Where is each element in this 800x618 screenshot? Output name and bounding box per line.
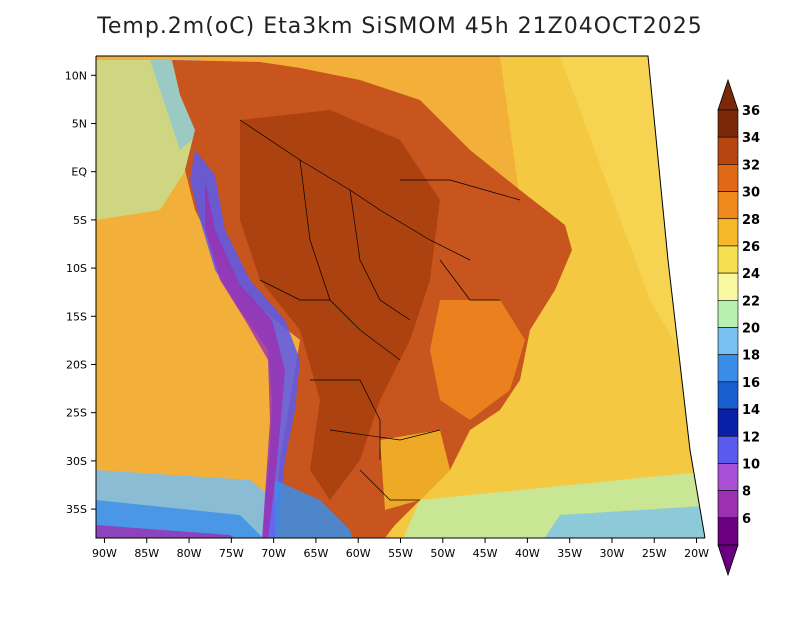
colorbar-label: 16 [742, 376, 760, 391]
lat-tick-label: 35S [66, 503, 87, 516]
lon-tick-label: 80W [177, 547, 202, 560]
colorbar-segment [717, 109, 739, 138]
map-frame-edge [96, 55, 706, 539]
colorbar-label: 24 [742, 267, 760, 282]
lat-tick-label: 15S [66, 310, 87, 323]
colorbar-label: 6 [742, 512, 751, 527]
andes-colder [205, 180, 285, 538]
colorbar-segment [717, 191, 739, 220]
colorbar-label: 14 [742, 403, 760, 418]
temperature-field [96, 56, 705, 538]
lon-tick-label: 40W [515, 547, 540, 560]
colorbar-segment [717, 408, 739, 437]
lon-tick-label: 55W [388, 547, 413, 560]
colorbar-label: 12 [742, 430, 760, 445]
lat-tick-label: 10S [66, 262, 87, 275]
colorbar-label: 22 [742, 294, 760, 309]
colorbar-label: 10 [742, 457, 760, 472]
longitude-axis: 90W 85W 80W 75W 70W 65W 60W 55W 50W 45W 40W 35W 30W 2… [92, 538, 709, 560]
lat-tick-label: 25S [66, 407, 87, 420]
lon-tick-label: 60W [346, 547, 371, 560]
colorbar-segment [717, 435, 739, 464]
colorbar-label: 28 [742, 213, 760, 228]
lon-tick-label: 50W [430, 547, 455, 560]
colorbar-label: 26 [742, 240, 760, 255]
lon-tick-label: 20W [684, 547, 709, 560]
lat-tick-label: EQ [71, 166, 87, 179]
lon-tick-label: 30W [600, 547, 625, 560]
colorbar-max-arrow [717, 78, 739, 111]
colorbar-label: 32 [742, 158, 760, 173]
colorbar-label: 18 [742, 349, 760, 364]
coldest-south-pacific [96, 525, 245, 538]
colorbar-label: 34 [742, 131, 760, 146]
colorbar-segment [717, 463, 739, 491]
lon-tick-label: 85W [134, 547, 159, 560]
colorbar-segment [717, 245, 739, 274]
lat-tick-label: 30S [66, 455, 87, 468]
lat-tick-label: 5S [73, 214, 87, 227]
colorbar-segment [717, 218, 739, 247]
colorbar-segment [717, 327, 739, 355]
colorbar-label: 20 [742, 322, 760, 337]
colorbar-segment [717, 517, 739, 546]
colorbar-segment [717, 354, 739, 383]
lat-tick-label: 10N [65, 69, 87, 82]
colorbar-label: 8 [742, 485, 751, 500]
lon-tick-label: 45W [473, 547, 498, 560]
hot-interior [240, 110, 440, 500]
lon-tick-label: 90W [92, 547, 117, 560]
colorbar-segment [717, 272, 739, 301]
lon-tick-label: 75W [219, 547, 244, 560]
colorbar-segment [717, 136, 739, 165]
colorbar-segment [717, 164, 739, 192]
map-frame-axes [95, 56, 705, 539]
lat-tick-label: 20S [66, 358, 87, 371]
colorbar-segment [717, 490, 739, 519]
latitude-axis: 10N 5N EQ 5S 10S 15S 20S 25S 30S 35S [65, 69, 96, 516]
mild-southeast [380, 430, 450, 510]
colorbar-segment [717, 381, 739, 410]
country-borders [239, 119, 521, 501]
colorbar-label: 36 [742, 104, 760, 119]
colorbar-label: 30 [742, 186, 760, 201]
lon-tick-label: 35W [557, 547, 582, 560]
patagonia-cold [275, 480, 360, 538]
lat-tick-label: 5N [72, 117, 87, 130]
colorbar-segment [717, 300, 739, 328]
lon-tick-label: 70W [261, 547, 286, 560]
temperature-colorbar: 36 34 32 30 28 26 24 22 20 18 16 14 12 10 8 6 [717, 78, 760, 577]
lon-tick-label: 25W [642, 547, 667, 560]
colorbar-min-arrow [717, 544, 739, 577]
colder-south-atlantic [540, 505, 705, 538]
map-title: Temp.2m(oC) Eta3km SiSMOM 45h 21Z04OCT20… [97, 14, 703, 39]
cool-east-highlands [430, 300, 525, 420]
lon-tick-label: 65W [303, 547, 328, 560]
